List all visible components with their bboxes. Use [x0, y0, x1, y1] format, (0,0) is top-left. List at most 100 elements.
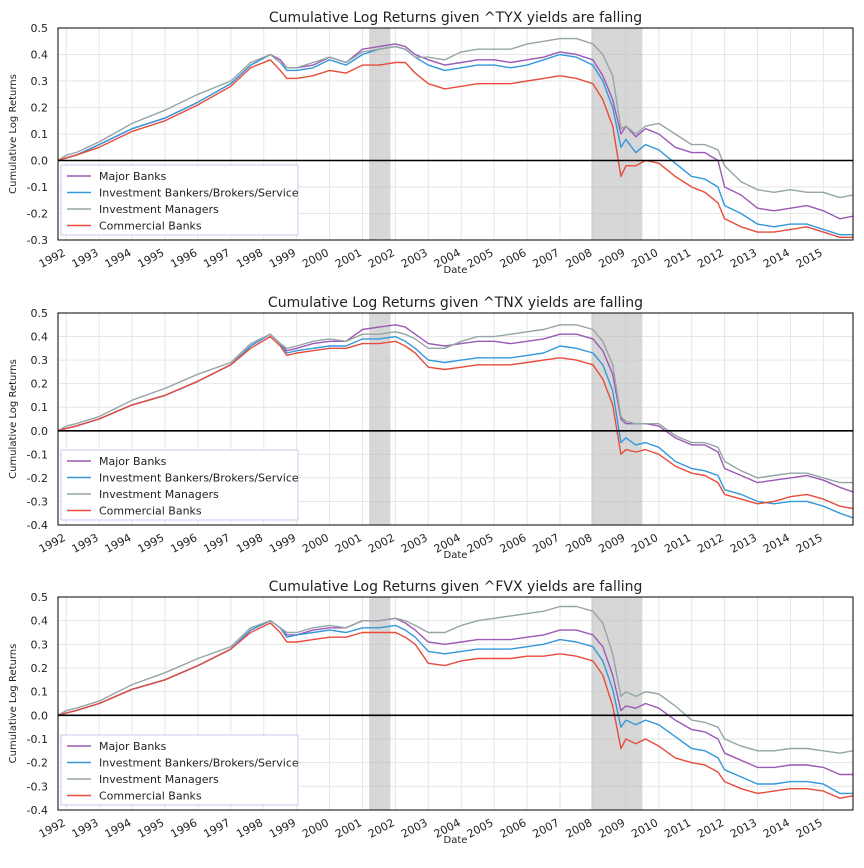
x-axis-label: Date: [444, 835, 468, 846]
y-tick-label: -0.2: [27, 757, 48, 770]
x-tick-label: 1993: [70, 531, 101, 556]
legend-label: Major Banks: [99, 170, 167, 183]
x-tick-label: 1995: [136, 246, 167, 271]
legend-label: Commercial Banks: [99, 505, 202, 518]
x-tick-label: 2008: [564, 531, 595, 556]
x-tick-label: 2007: [531, 531, 562, 556]
x-tick-label: 2007: [531, 816, 562, 841]
x-tick-label: 2005: [465, 531, 496, 556]
series-lines: [58, 605, 853, 799]
y-tick-label: 0.5: [31, 591, 49, 604]
x-tick-label: 2003: [399, 816, 430, 841]
x-tick-label: 1999: [267, 816, 298, 841]
y-tick-label: 0.0: [31, 425, 49, 438]
y-tick-label: 0.1: [31, 401, 49, 414]
series-line-cb: [58, 622, 853, 799]
y-tick-label: 0.4: [31, 331, 49, 344]
y-tick-label: 0.0: [31, 155, 49, 168]
x-tick-label: 2008: [564, 816, 595, 841]
series-line-ibbs: [58, 333, 853, 519]
y-tick-label: -0.1: [27, 733, 48, 746]
y-tick-label: 0.3: [31, 75, 49, 88]
x-tick-label: 2010: [629, 816, 660, 841]
x-tick-label: 2005: [465, 246, 496, 271]
y-tick-label: -0.2: [27, 208, 48, 221]
x-tick-label: 1994: [103, 531, 134, 556]
x-tick-label: 2014: [761, 531, 792, 556]
legend-label: Investment Managers: [99, 773, 219, 786]
y-tick-label: -0.4: [27, 804, 48, 817]
y-tick-label: 0.1: [31, 128, 49, 141]
x-tick-label: 2011: [662, 531, 693, 556]
x-tick-label: 2010: [629, 531, 660, 556]
x-tick-label: 2000: [300, 531, 331, 556]
x-tick-label: 2014: [761, 816, 792, 841]
x-tick-label: 2006: [498, 531, 529, 556]
x-tick-label: 2010: [629, 246, 660, 271]
series-line-ibbs: [58, 45, 853, 236]
x-tick-label: 1995: [136, 816, 167, 841]
y-tick-label: 0.2: [31, 102, 49, 115]
x-tick-label: 1992: [37, 531, 68, 556]
series-line-im: [58, 324, 853, 484]
y-axis-label: Cumulative Log Returns: [8, 644, 19, 764]
y-tick-label: -0.2: [27, 472, 48, 485]
legend: Major Banks Investment Bankers/Brokers/Se…: [60, 449, 299, 521]
x-tick-label: 1999: [267, 531, 298, 556]
legend: Major Banks Investment Bankers/Brokers/Se…: [60, 734, 299, 806]
x-tick-label: 2012: [695, 246, 726, 271]
legend-box: [60, 734, 299, 806]
x-tick-label: 2000: [300, 816, 331, 841]
x-tick-label: 2002: [366, 246, 397, 271]
series-line-im: [58, 605, 853, 754]
y-tick-label: 0.2: [31, 378, 49, 391]
series-line-im: [58, 37, 853, 199]
x-tick-label: 2007: [531, 246, 562, 271]
y-tick-label: 0.5: [31, 22, 49, 35]
x-tick-label: 1996: [168, 816, 199, 841]
x-tick-label: 2013: [728, 531, 759, 556]
series-line-cb: [58, 335, 853, 510]
x-tick-label: 2011: [662, 246, 693, 271]
x-tick-label: 1994: [103, 816, 134, 841]
series-line-cb: [58, 59, 853, 239]
x-tick-label: 1997: [201, 246, 232, 271]
x-tick-label: 2013: [728, 816, 759, 841]
x-tick-label: 1993: [70, 816, 101, 841]
x-tick-label: 2003: [399, 531, 430, 556]
x-tick-label: 2001: [333, 816, 364, 841]
chart-title: Cumulative Log Returns given ^TNX yields…: [268, 295, 643, 311]
x-tick-label: 2011: [662, 816, 693, 841]
legend: Major Banks Investment Bankers/Brokers/Se…: [60, 164, 299, 236]
x-tick-label: 1992: [37, 246, 68, 271]
y-tick-label: 0.1: [31, 686, 49, 699]
x-tick-label: 2009: [596, 816, 627, 841]
legend-label: Investment Managers: [99, 488, 219, 501]
shaded-period-2: [591, 597, 643, 810]
y-tick-label: 0.4: [31, 49, 49, 62]
chart-title: Cumulative Log Returns given ^FVX yields…: [269, 579, 643, 595]
x-tick-label: 2002: [366, 531, 397, 556]
x-tick-label: 2012: [695, 531, 726, 556]
y-tick-label: -0.4: [27, 519, 48, 532]
x-tick-label: 2003: [399, 246, 430, 271]
y-tick-label: 0.2: [31, 662, 49, 675]
legend-box: [60, 449, 299, 521]
legend-box: [60, 164, 299, 236]
x-tick-label: 1997: [201, 531, 232, 556]
series-lines: [58, 324, 853, 519]
legend-label: Major Banks: [99, 455, 167, 468]
x-tick-label: 1998: [234, 531, 265, 556]
x-tick-label: 2006: [498, 816, 529, 841]
legend-label: Investment Bankers/Brokers/Service: [99, 187, 299, 200]
x-tick-label: 2009: [596, 246, 627, 271]
series-line-ibbs: [58, 620, 853, 795]
legend-label: Commercial Banks: [99, 220, 202, 233]
x-axis-label: Date: [444, 550, 468, 561]
x-tick-label: 2012: [695, 816, 726, 841]
x-tick-label: 1992: [37, 816, 68, 841]
